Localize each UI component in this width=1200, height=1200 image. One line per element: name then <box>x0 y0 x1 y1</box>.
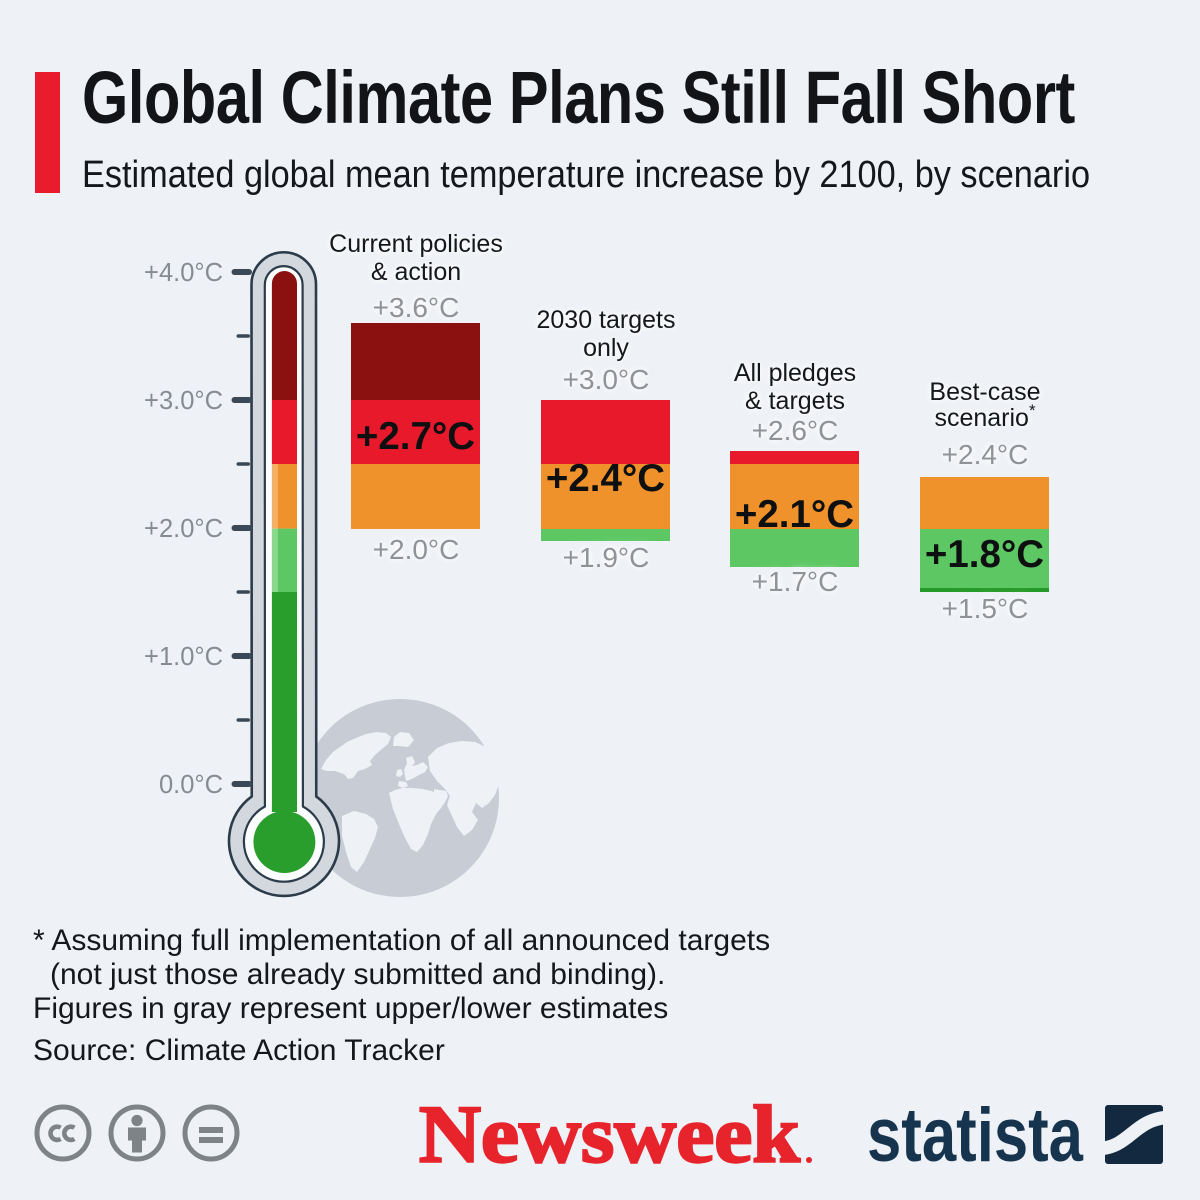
svg-text:+3.0°C: +3.0°C <box>144 387 223 415</box>
svg-text:+4.0°C: +4.0°C <box>144 259 223 287</box>
svg-text:+1.0°C: +1.0°C <box>144 643 223 671</box>
svg-text:statista: statista <box>867 1093 1084 1178</box>
svg-text:Newsweek: Newsweek <box>419 1089 800 1180</box>
svg-text:0.0°C: 0.0°C <box>159 771 223 799</box>
svg-text:+2.0°C: +2.0°C <box>144 515 223 543</box>
